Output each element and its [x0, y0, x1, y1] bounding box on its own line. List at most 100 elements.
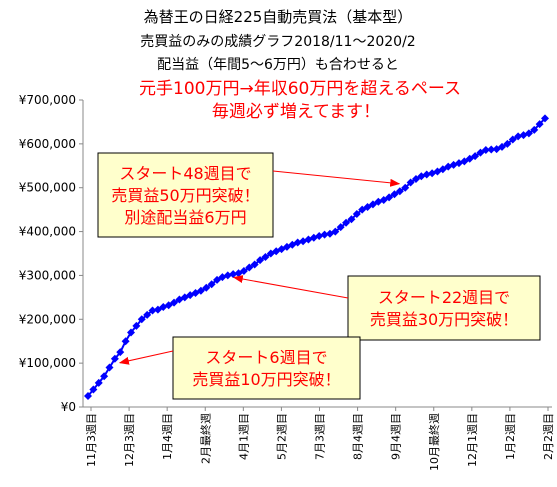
x-tick-label: 8月4週目: [352, 413, 365, 460]
data-point-marker: [207, 280, 216, 289]
data-point-marker: [363, 203, 372, 212]
chart-titles: 為替王の日経225自動売買法（基本型） 売買益のみの成績グラフ2018/11～2…: [139, 8, 461, 122]
data-point-marker: [331, 227, 340, 236]
data-point-marker: [84, 392, 92, 401]
series-line: [84, 114, 549, 401]
data-point-marker: [202, 283, 211, 292]
chart-title: 為替王の日経225自動売買法（基本型）: [144, 8, 413, 26]
data-point-marker: [315, 231, 324, 240]
data-point-marker: [196, 286, 205, 295]
data-point-marker: [116, 348, 125, 357]
data-point-marker: [127, 328, 136, 337]
data-point-marker: [293, 238, 302, 247]
x-tick-label: 7月3週目: [314, 413, 327, 460]
annotation-text: 売買益50万円突破！: [111, 186, 259, 205]
data-point-marker: [94, 378, 103, 387]
data-point-marker: [379, 195, 388, 204]
annotation-text: 売買益10万円突破！: [192, 370, 340, 389]
data-point-marker: [535, 120, 544, 129]
data-point-marker: [223, 271, 232, 280]
annotation-arrow: [272, 170, 401, 187]
data-point-marker: [239, 267, 248, 276]
y-tick-label: ¥500,000: [19, 181, 76, 195]
data-point-marker: [422, 170, 431, 179]
data-point-marker: [164, 301, 173, 310]
annotation-box: [347, 275, 541, 341]
x-tick-label: 2月2週目: [542, 413, 555, 460]
y-tick-label: ¥200,000: [19, 312, 76, 326]
y-axis-ticks: ¥0 ¥100,000 ¥200,000 ¥300,000 ¥400,000 ¥500,0…: [19, 93, 83, 414]
data-point-marker: [530, 125, 539, 134]
annotation-box: [97, 152, 274, 238]
annotation-text: 別途配当益6万円: [124, 208, 246, 227]
data-point-marker: [110, 354, 119, 363]
data-point-marker: [385, 193, 394, 202]
data-point-marker: [481, 145, 490, 154]
x-axis-ticks: 11月3週目 12月3週目 1月4週目 2月最終週 4月1週目 5月2週目 7月3週目 8月4…: [85, 407, 555, 471]
data-point-marker: [395, 187, 404, 196]
annotation-text: 売買益30万円突破！: [370, 310, 518, 329]
x-tick-label: 11月3週目: [85, 413, 98, 467]
annotation-arrow: [118, 350, 174, 365]
data-point-marker: [508, 135, 517, 144]
y-tick-label: ¥100,000: [19, 356, 76, 370]
y-tick-label: ¥0: [61, 400, 76, 414]
y-tick-label: ¥700,000: [19, 93, 76, 107]
x-tick-label: 12月1週目: [466, 413, 479, 467]
data-point-marker: [250, 260, 259, 269]
data-point-marker: [465, 154, 474, 163]
data-point-marker: [541, 114, 549, 123]
data-point-marker: [460, 157, 469, 166]
data-point-marker: [497, 142, 506, 151]
chart-subtitle-2: 配当益（年間5～6万円）も合わせると: [157, 57, 399, 73]
x-tick-label: 4月1週目: [237, 413, 250, 460]
annotation-text: スタート22週目で: [378, 288, 510, 307]
data-point-marker: [121, 337, 130, 346]
chart-highlight-line-1: 元手100万円→年収60万円を超えるペース: [139, 79, 461, 99]
data-point-marker: [390, 190, 399, 199]
chart-subtitle: 売買益のみの成績グラフ2018/11～2020/2: [140, 34, 415, 50]
data-point-marker: [320, 230, 329, 239]
data-point-marker: [153, 305, 162, 314]
data-point-marker: [143, 310, 152, 319]
data-point-marker: [132, 321, 141, 330]
data-point-marker: [347, 215, 356, 224]
data-point-marker: [352, 210, 361, 219]
data-point-marker: [148, 306, 157, 315]
data-point-marker: [105, 363, 114, 372]
data-point-marker: [471, 152, 480, 161]
data-point-marker: [358, 205, 367, 214]
data-point-marker: [213, 275, 222, 284]
x-tick-label: 9月4週目: [390, 413, 403, 460]
data-point-marker: [411, 174, 420, 183]
data-point-marker: [170, 298, 179, 307]
data-point-marker: [336, 223, 345, 232]
y-tick-label: ¥400,000: [19, 225, 76, 239]
data-point-marker: [514, 132, 523, 141]
data-point-marker: [342, 218, 351, 227]
x-tick-label: 5月2週目: [275, 413, 288, 460]
annotation-box: [172, 336, 361, 400]
data-point-marker: [256, 256, 265, 265]
y-tick-label: ¥600,000: [19, 137, 76, 151]
data-point-marker: [368, 200, 377, 209]
data-point-marker: [100, 372, 109, 381]
annotation-arrow: [232, 275, 349, 299]
data-point-marker: [89, 385, 98, 394]
data-point-marker: [487, 145, 496, 154]
x-tick-label: 12月3週目: [123, 413, 136, 467]
data-point-marker: [245, 263, 254, 272]
data-point-marker: [524, 129, 533, 138]
chart-highlight-line-2: 毎週必ず増えてます！: [212, 102, 380, 122]
data-point-marker: [137, 315, 146, 324]
x-tick-label: 1月2週目: [504, 413, 517, 460]
annotation-text: スタート6週目で: [205, 348, 327, 367]
x-tick-label: 2月最終週: [198, 413, 212, 464]
data-point-marker: [401, 183, 410, 192]
y-tick-label: ¥300,000: [19, 268, 76, 282]
